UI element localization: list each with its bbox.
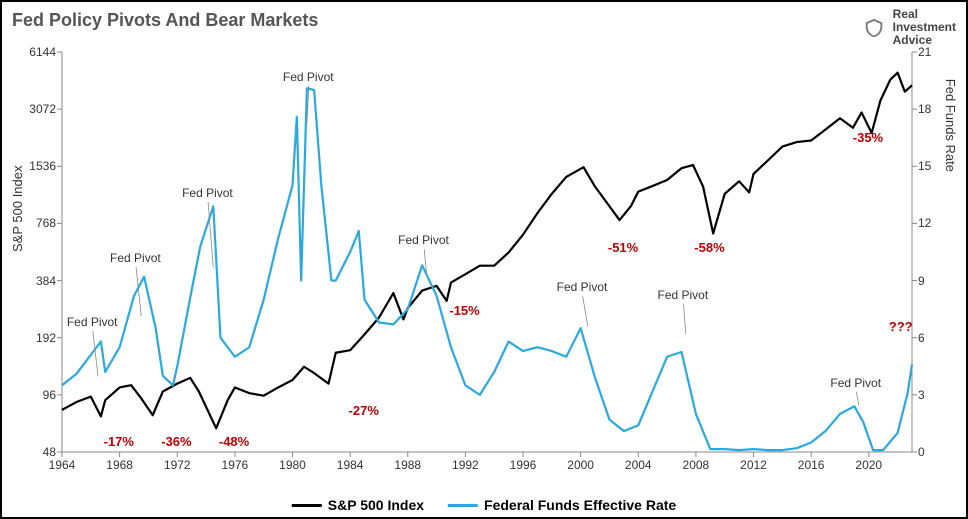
legend: S&P 500 Index Federal Funds Effective Ra…	[292, 497, 676, 513]
drawdown-label: -27%	[349, 403, 379, 418]
y-left-tick: 1536	[29, 159, 56, 173]
x-tick: 1972	[164, 458, 191, 472]
y-right-tick: 12	[918, 216, 931, 230]
x-tick: 1988	[394, 458, 421, 472]
chart-title: Fed Policy Pivots And Bear Markets	[12, 10, 318, 31]
annotation-fed-pivot: Fed Pivot	[557, 280, 608, 294]
annotation-fed-pivot: Fed Pivot	[657, 288, 708, 302]
plot-area: 4896192384768153630726144036912151821196…	[62, 52, 912, 452]
legend-item-sp500: S&P 500 Index	[292, 497, 424, 513]
x-tick: 1992	[452, 458, 479, 472]
plot-svg	[62, 52, 912, 452]
legend-label-ffr: Federal Funds Effective Rate	[484, 497, 676, 513]
y-right-tick: 21	[918, 45, 931, 59]
drawdown-label: -17%	[104, 434, 134, 449]
x-tick: 1980	[279, 458, 306, 472]
series-1	[62, 88, 912, 450]
annotation-fed-pivot: Fed Pivot	[830, 376, 881, 390]
series-0	[62, 73, 912, 429]
y-axis-right-label: Fed Funds Rate	[943, 79, 958, 172]
drawdown-label: -35%	[853, 130, 883, 145]
drawdown-label: -48%	[219, 434, 249, 449]
x-tick: 1964	[49, 458, 76, 472]
legend-item-ffr: Federal Funds Effective Rate	[448, 497, 676, 513]
y-right-tick: 15	[918, 159, 931, 173]
drawdown-label: ???	[889, 319, 913, 334]
annotation-fed-pivot: Fed Pivot	[110, 251, 161, 265]
annotation-fed-pivot: Fed Pivot	[67, 315, 118, 329]
y-left-tick: 3072	[29, 102, 56, 116]
x-tick: 2016	[798, 458, 825, 472]
y-right-tick: 18	[918, 102, 931, 116]
logo-icon	[863, 17, 885, 39]
x-tick: 2008	[683, 458, 710, 472]
y-left-tick: 48	[43, 445, 56, 459]
y-left-tick: 6144	[29, 45, 56, 59]
x-tick: 1996	[510, 458, 537, 472]
y-right-tick: 3	[918, 388, 925, 402]
y-left-tick: 96	[43, 388, 56, 402]
x-tick: 2012	[740, 458, 767, 472]
y-right-tick: 9	[918, 274, 925, 288]
y-left-tick: 768	[36, 216, 56, 230]
y-left-tick: 192	[36, 331, 56, 345]
legend-swatch-sp500	[292, 504, 322, 507]
y-axis-left-label: S&P 500 Index	[10, 166, 25, 253]
x-tick: 2000	[567, 458, 594, 472]
x-tick: 1968	[106, 458, 133, 472]
drawdown-label: -36%	[161, 434, 191, 449]
x-tick: 2020	[855, 458, 882, 472]
drawdown-label: -58%	[694, 240, 724, 255]
x-tick: 2004	[625, 458, 652, 472]
legend-swatch-ffr	[448, 504, 478, 507]
chart-container: Fed Policy Pivots And Bear Markets RealI…	[0, 0, 968, 519]
x-tick: 1984	[337, 458, 364, 472]
annotation-fed-pivot: Fed Pivot	[398, 233, 449, 247]
drawdown-label: -51%	[608, 240, 638, 255]
annotation-fed-pivot: Fed Pivot	[283, 70, 334, 84]
y-right-tick: 6	[918, 331, 925, 345]
x-tick: 1976	[222, 458, 249, 472]
y-left-tick: 384	[36, 274, 56, 288]
annotation-fed-pivot: Fed Pivot	[182, 186, 233, 200]
legend-label-sp500: S&P 500 Index	[328, 497, 424, 513]
drawdown-label: -15%	[449, 303, 479, 318]
y-right-tick: 0	[918, 445, 925, 459]
brand-logo: RealInvestmentAdvice	[863, 8, 956, 48]
